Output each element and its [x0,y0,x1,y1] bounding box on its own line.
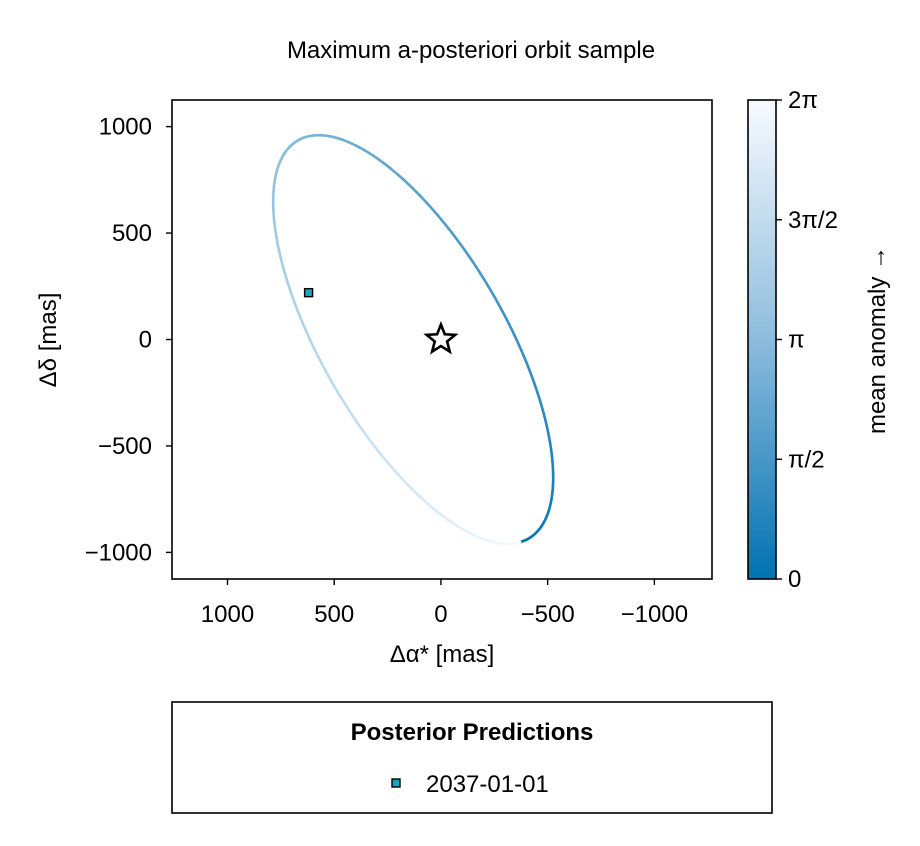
colorbar [747,99,777,580]
legend-title: Posterior Predictions [351,719,594,746]
colorbar-tick-label: π/2 [788,446,825,473]
epoch-point [303,287,314,298]
colorbar-tick-label: 3π/2 [788,207,838,234]
y-tick-label: −500 [98,433,152,460]
y-axis-ticks: 1000 500 0 −500 −1000 [85,114,172,566]
colorbar-tick-label: 0 [788,566,801,593]
legend-entries: 2037-01-01 [391,771,549,798]
y-tick-label: 0 [139,327,152,354]
y-tick-label: 1000 [99,114,152,141]
colorbar-tick-label: π [788,327,805,354]
x-tick-label: −500 [521,601,575,628]
chart-title: Maximum a-posteriori orbit sample [287,37,655,64]
x-tick-label: 1000 [201,601,254,628]
orbit-track [271,133,555,546]
colorbar-ticks: 0 π/2 π 3π/2 2π [776,87,838,593]
x-tick-label: −1000 [621,601,688,628]
x-tick-label: 0 [434,601,447,628]
colorbar-tick-label: 2π [788,87,818,114]
x-axis-ticks: 1000 500 0 −500 −1000 [201,579,688,628]
marker-layer [303,287,459,355]
legend-entry-label: 2037-01-01 [426,771,549,798]
x-tick-label: 500 [314,601,354,628]
colorbar-label: mean anomaly → [864,246,891,434]
y-tick-label: 500 [112,220,152,247]
y-axis-label: Δδ [mas] [35,293,62,388]
orbit-segment [516,540,522,545]
legend-box [171,701,773,814]
star-icon [423,320,459,355]
x-axis-label: Δα* [mas] [390,641,495,668]
y-tick-label: −1000 [85,539,152,566]
legend-marker [391,778,401,788]
